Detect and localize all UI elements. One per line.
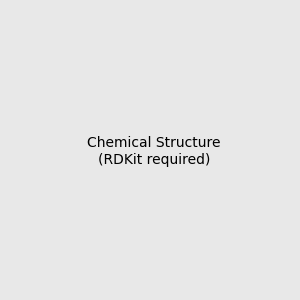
Text: Chemical Structure
(RDKit required): Chemical Structure (RDKit required) [87, 136, 220, 166]
